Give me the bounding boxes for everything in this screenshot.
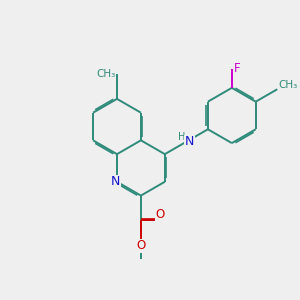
Text: N: N bbox=[185, 135, 194, 148]
Text: O: O bbox=[136, 239, 146, 252]
Text: CH₃: CH₃ bbox=[96, 69, 116, 79]
Text: O: O bbox=[156, 208, 165, 221]
Text: N: N bbox=[111, 175, 120, 188]
Text: H: H bbox=[178, 132, 185, 142]
Text: CH₃: CH₃ bbox=[279, 80, 298, 90]
Text: F: F bbox=[234, 62, 241, 75]
